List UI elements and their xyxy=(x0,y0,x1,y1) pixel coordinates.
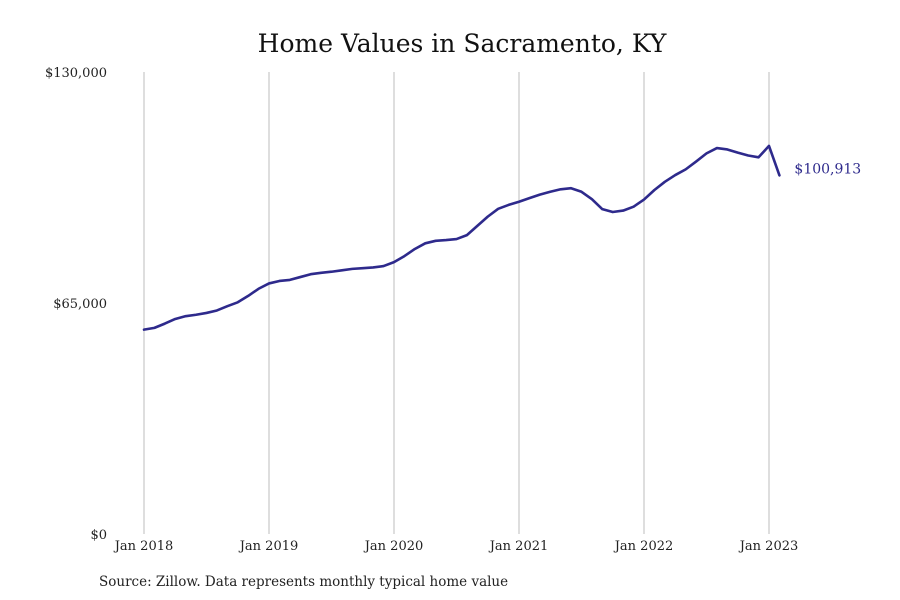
x-tick-label: Jan 2021 xyxy=(488,539,549,554)
x-tick-label: Jan 2022 xyxy=(613,539,674,554)
x-axis-ticks: Jan 2018 Jan 2019 Jan 2020 Jan 2021 Jan 2022… xyxy=(113,539,799,554)
chart-title: Home Values in Sacramento, KY xyxy=(258,29,667,58)
x-tick-label: Jan 2019 xyxy=(238,539,299,554)
latest-value-label: $100,913 xyxy=(794,161,861,177)
y-axis-ticks: $0 $65,000 $130,000 xyxy=(45,66,107,543)
x-tick-label: Jan 2023 xyxy=(738,539,799,554)
source-note: Source: Zillow. Data represents monthly … xyxy=(99,574,508,590)
x-tick-label: Jan 2020 xyxy=(363,539,424,554)
y-tick-label: $130,000 xyxy=(45,66,107,81)
y-tick-label: $0 xyxy=(90,528,107,543)
home-value-series-line xyxy=(142,144,781,331)
x-tick-label: Jan 2018 xyxy=(113,539,174,554)
y-tick-label: $65,000 xyxy=(53,297,107,312)
